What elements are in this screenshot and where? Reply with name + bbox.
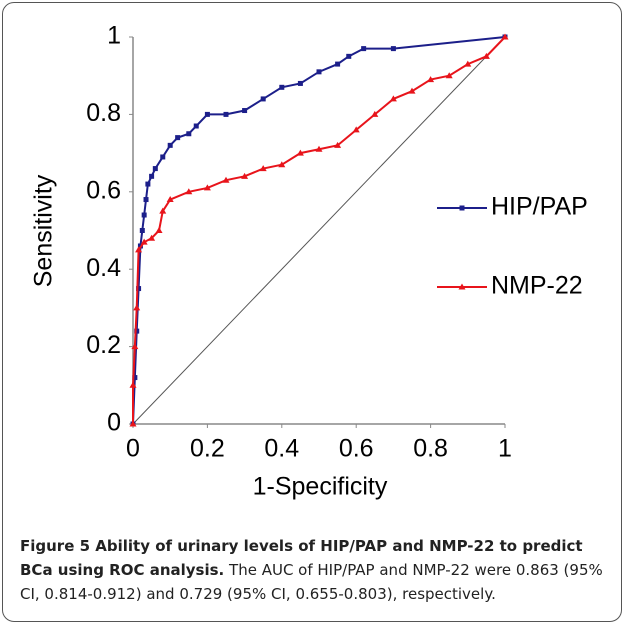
caption: Figure 5 Ability of urinary levels of HI… bbox=[20, 534, 610, 606]
y-tick-label: 0 bbox=[107, 409, 121, 437]
marker bbox=[459, 205, 465, 211]
marker bbox=[139, 228, 145, 233]
marker bbox=[167, 142, 173, 148]
marker bbox=[315, 145, 323, 152]
y-tick-label: 0.8 bbox=[86, 99, 121, 127]
marker bbox=[222, 176, 230, 183]
y-tick-label: 0.6 bbox=[86, 176, 121, 204]
y-tick-label: 0.4 bbox=[86, 254, 121, 282]
marker bbox=[159, 207, 167, 214]
marker bbox=[389, 95, 397, 102]
marker bbox=[148, 234, 156, 241]
marker bbox=[132, 375, 138, 381]
series-line bbox=[132, 36, 506, 424]
marker bbox=[136, 286, 142, 292]
marker bbox=[175, 135, 181, 141]
chart: 1-Specificity Sensitivity 0 0.2 0.4 0.6 0.8 1… bbox=[30, 22, 588, 501]
marker bbox=[316, 69, 322, 75]
marker bbox=[278, 161, 286, 168]
marker bbox=[279, 84, 285, 90]
marker bbox=[352, 126, 360, 133]
marker bbox=[186, 131, 192, 137]
marker bbox=[129, 381, 137, 388]
marker bbox=[371, 110, 379, 117]
marker bbox=[193, 123, 199, 129]
caption-text: The AUC of HIP/PAP and NMP-22 were 0.863… bbox=[20, 561, 603, 603]
x-tick-label: 0.2 bbox=[190, 435, 225, 463]
marker bbox=[134, 328, 140, 334]
x-axis-label: 1-Specificity bbox=[253, 473, 388, 501]
marker bbox=[133, 304, 141, 311]
marker bbox=[260, 96, 266, 102]
marker bbox=[141, 212, 147, 218]
marker bbox=[297, 80, 303, 86]
marker bbox=[458, 283, 466, 290]
marker bbox=[149, 173, 155, 179]
marker bbox=[160, 154, 166, 160]
y-tick-label: 1 bbox=[107, 22, 121, 50]
marker bbox=[242, 108, 248, 114]
marker bbox=[464, 60, 472, 67]
x-tick-label: 0.6 bbox=[339, 435, 374, 463]
series-line bbox=[132, 36, 506, 425]
x-tick-label: 0.8 bbox=[413, 435, 448, 463]
marker bbox=[259, 165, 267, 172]
marker bbox=[152, 166, 158, 172]
marker bbox=[185, 188, 193, 195]
frame bbox=[2, 2, 622, 622]
marker bbox=[223, 111, 229, 117]
caption-title: Figure 5 Ability of urinary levels of HI… bbox=[20, 537, 583, 579]
x-tick-label: 0.4 bbox=[264, 435, 299, 463]
marker bbox=[346, 53, 352, 59]
x-tick-label: 0 bbox=[126, 435, 140, 463]
marker bbox=[155, 227, 163, 233]
marker bbox=[131, 343, 139, 350]
marker bbox=[166, 196, 174, 203]
x-tick-label: 1 bbox=[498, 435, 512, 463]
marker bbox=[335, 61, 341, 67]
marker bbox=[145, 181, 151, 187]
y-axis-label: Sensitivity bbox=[30, 174, 58, 287]
reference-diagonal bbox=[132, 36, 506, 425]
marker bbox=[408, 87, 416, 94]
marker bbox=[203, 184, 211, 191]
marker bbox=[390, 46, 396, 52]
marker bbox=[204, 111, 210, 117]
marker bbox=[427, 76, 435, 83]
y-tick-label: 0.2 bbox=[86, 331, 121, 359]
marker bbox=[445, 72, 453, 79]
marker bbox=[129, 420, 137, 427]
marker bbox=[361, 46, 367, 52]
marker bbox=[241, 172, 249, 179]
marker bbox=[135, 246, 143, 253]
marker bbox=[296, 149, 304, 156]
marker bbox=[482, 52, 490, 59]
marker bbox=[140, 238, 148, 245]
legend-label: HIP/PAP bbox=[491, 193, 588, 221]
legend-label: NMP-22 bbox=[491, 272, 583, 300]
marker bbox=[143, 197, 149, 203]
marker bbox=[334, 141, 342, 148]
marker bbox=[501, 33, 509, 40]
